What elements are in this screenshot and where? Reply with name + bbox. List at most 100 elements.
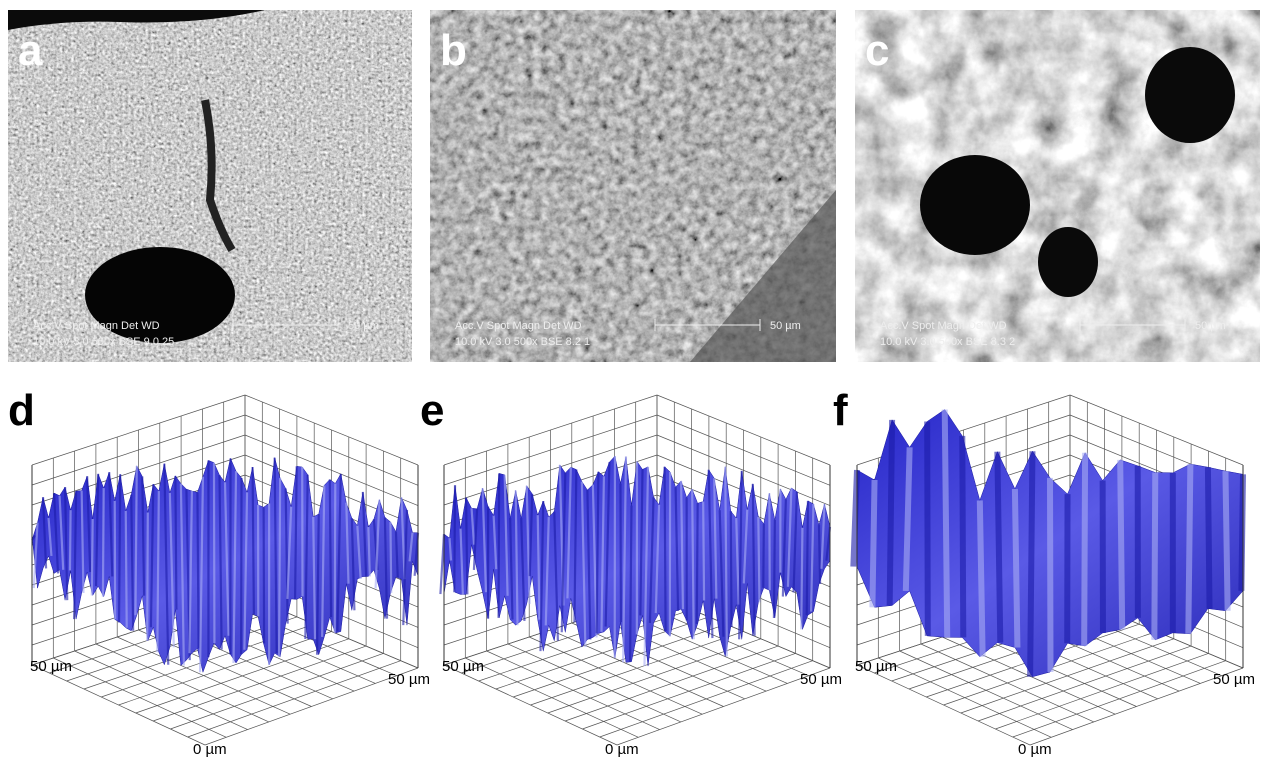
surface-ridge bbox=[735, 518, 740, 605]
surface-ridge bbox=[600, 476, 606, 632]
surface-ridge bbox=[223, 482, 230, 636]
surface-ridge bbox=[528, 493, 534, 577]
surface-ridge bbox=[117, 474, 122, 623]
surface-ridge bbox=[503, 474, 509, 596]
surface-ridge bbox=[817, 525, 822, 585]
surface-ridge bbox=[134, 465, 138, 616]
surface-ridge bbox=[643, 466, 650, 667]
scale-label: 50 µm bbox=[348, 320, 379, 332]
grid-line bbox=[170, 653, 384, 730]
axis-label-origin: 0 µm bbox=[605, 741, 639, 758]
surface-ridge bbox=[86, 476, 92, 573]
surface-ridge bbox=[389, 521, 393, 594]
surface-ridge bbox=[539, 501, 545, 652]
surface-ridge bbox=[729, 511, 733, 628]
scale-label: 50 µm bbox=[1195, 320, 1226, 332]
surface-ridge bbox=[394, 531, 399, 578]
surface-ridge bbox=[251, 467, 255, 615]
surface-ridge bbox=[243, 492, 249, 650]
axis-label-left: 50 µm bbox=[442, 658, 484, 675]
surface-ridge bbox=[361, 491, 368, 577]
surface-ridge bbox=[141, 476, 146, 596]
surface-ridge bbox=[604, 462, 611, 627]
surface-ridge bbox=[174, 475, 178, 610]
surface-ridge bbox=[41, 497, 48, 569]
grid-line bbox=[564, 645, 779, 722]
surface-ridge bbox=[586, 490, 592, 640]
surface-ridge bbox=[90, 519, 94, 596]
grid-line bbox=[571, 622, 745, 700]
surface-ridge bbox=[286, 506, 293, 599]
sem-image-a bbox=[8, 10, 412, 362]
surface-ridge bbox=[566, 467, 572, 599]
surface-ridge bbox=[94, 473, 100, 587]
surface-ridge bbox=[924, 421, 931, 636]
surface-ridge bbox=[707, 469, 714, 639]
surface-ridge bbox=[674, 487, 680, 611]
surface-ridge bbox=[702, 501, 706, 601]
surface-ridge bbox=[772, 519, 776, 618]
grid-line bbox=[187, 660, 401, 738]
surface-ridge bbox=[336, 473, 342, 632]
surface-ridge bbox=[520, 518, 526, 621]
surface-ridge bbox=[293, 466, 298, 600]
surface-ridge bbox=[691, 489, 695, 640]
surface-ridge bbox=[448, 538, 453, 561]
surface-ridge bbox=[356, 525, 362, 580]
surface-ridge bbox=[47, 517, 53, 557]
surface-ridge bbox=[724, 466, 729, 657]
grid-line bbox=[547, 638, 761, 714]
surface-ridge bbox=[713, 478, 718, 599]
surface-ridge bbox=[654, 504, 661, 614]
surface-ridge bbox=[560, 472, 567, 633]
surface-ridge bbox=[168, 492, 175, 648]
surface-ridge bbox=[196, 492, 200, 649]
surface-ridge bbox=[413, 532, 420, 576]
surface-ridge bbox=[805, 500, 810, 616]
surface-ridge bbox=[1151, 472, 1159, 640]
surface-ridge bbox=[130, 494, 135, 631]
surface-plot bbox=[439, 394, 832, 746]
surface-ridge bbox=[514, 490, 519, 626]
surface-ridge bbox=[781, 499, 787, 597]
surface-ridge bbox=[792, 491, 799, 593]
surface-ridge bbox=[277, 478, 282, 657]
axis-label-right: 50 µm bbox=[388, 671, 430, 688]
surface-ridge bbox=[580, 481, 587, 648]
surface-ridge bbox=[80, 490, 85, 593]
dark-region bbox=[8, 10, 265, 30]
surface-ridge bbox=[680, 480, 685, 610]
surface-ridge bbox=[374, 499, 381, 589]
surface-ridge bbox=[738, 470, 743, 640]
pore bbox=[1145, 47, 1235, 143]
surface-ridge bbox=[757, 517, 761, 603]
surface-ridge bbox=[439, 533, 446, 595]
surface-ridge bbox=[218, 475, 223, 650]
surface-ridge bbox=[622, 456, 628, 663]
surface-ridge bbox=[695, 503, 699, 624]
grid-line bbox=[960, 638, 1174, 714]
surface-ridge bbox=[68, 510, 72, 571]
surface-ridge bbox=[333, 483, 337, 634]
surface-ridge bbox=[742, 509, 749, 584]
surface-ridge bbox=[472, 508, 479, 571]
panel-label: c bbox=[865, 26, 889, 75]
axis-label-left: 50 µm bbox=[30, 658, 72, 675]
surface-ridge bbox=[304, 474, 309, 640]
surface-ridge bbox=[52, 493, 60, 574]
crack bbox=[201, 99, 236, 253]
pore bbox=[85, 247, 235, 343]
surface-ridge bbox=[345, 502, 350, 584]
sem-image-b bbox=[430, 10, 836, 362]
surface-ridge bbox=[58, 495, 65, 570]
sem-image-c bbox=[855, 10, 1260, 362]
surface-ridge bbox=[63, 487, 69, 601]
surface-ridge bbox=[976, 500, 986, 657]
surface-ridge bbox=[1011, 488, 1021, 648]
surface-ridge bbox=[459, 528, 464, 595]
surface-plot bbox=[31, 394, 420, 746]
surface-ridge bbox=[886, 419, 896, 606]
surface-ridge bbox=[408, 532, 414, 562]
surface-ridge bbox=[850, 469, 860, 567]
